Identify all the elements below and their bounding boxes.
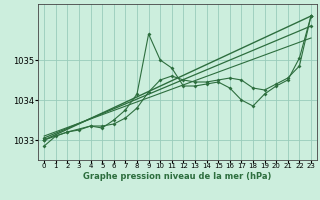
- X-axis label: Graphe pression niveau de la mer (hPa): Graphe pression niveau de la mer (hPa): [84, 172, 272, 181]
